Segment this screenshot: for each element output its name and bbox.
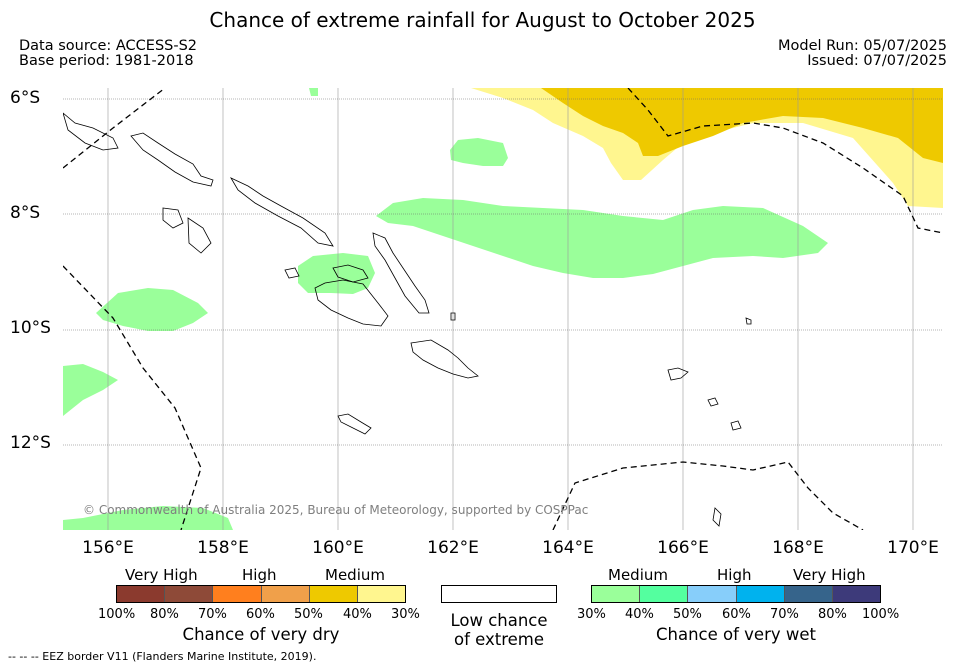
wet-swatch-1 — [592, 586, 641, 602]
low-chance-line1: Low chance — [450, 611, 548, 630]
low-chance-swatch — [441, 585, 557, 603]
dry-medium-region — [541, 88, 943, 163]
wet-tick-100: 100% — [862, 607, 900, 622]
map-grid — [107, 88, 914, 530]
wet-cat-very-high: Very High — [793, 566, 866, 584]
island-rennell — [337, 413, 372, 435]
lat-label-10s: 10°S — [10, 318, 51, 338]
wet-cat-high: High — [717, 566, 752, 584]
island-ontong — [745, 317, 752, 325]
dry-swatch-5 — [309, 586, 358, 602]
island-new-ireland — [63, 112, 119, 151]
wet-swatch-2 — [640, 586, 689, 602]
map-grid-lat — [63, 98, 943, 446]
dry-tick-30: 30% — [391, 607, 420, 622]
lat-label-6s: 6°S — [10, 88, 41, 108]
island-makira — [410, 339, 479, 379]
data-source-info: Data source: ACCESS-S2 Base period: 1981… — [19, 39, 197, 69]
chart-title: Chance of extreme rainfall for August to… — [209, 8, 756, 32]
island-malaita — [372, 232, 430, 314]
lon-label-162e: 162°E — [427, 538, 479, 558]
coastlines — [63, 112, 752, 527]
wet-region-west — [96, 288, 208, 331]
lon-label-168e: 168°E — [772, 538, 824, 558]
dry-swatch-1 — [117, 586, 166, 602]
dry-swatch-2 — [165, 586, 214, 602]
dry-swatch-4 — [261, 586, 310, 602]
lat-label-12s: 12°S — [10, 433, 51, 453]
lon-label-164e: 164°E — [542, 538, 594, 558]
copyright-notice: © Commonwealth of Australia 2025, Bureau… — [83, 503, 589, 517]
island-tikopia — [712, 507, 722, 527]
low-chance-line2: of extreme — [453, 630, 545, 649]
eez-borders — [63, 88, 943, 530]
island-sikaiana — [450, 312, 456, 321]
dry-tick-60: 60% — [246, 607, 275, 622]
dry-tick-100: 100% — [98, 607, 136, 622]
island-bougainville — [130, 132, 214, 187]
dry-swatch-3 — [213, 586, 262, 602]
island-russell — [284, 267, 300, 279]
lon-label-170e: 170°E — [887, 538, 939, 558]
dry-tick-40: 40% — [343, 607, 372, 622]
model-run: Model Run: 05/07/2025 — [777, 38, 947, 54]
wet-region-south — [63, 506, 233, 530]
wet-tick-30: 30% — [577, 607, 606, 622]
wet-region-north-speck — [309, 88, 318, 96]
dry-swatch-6 — [357, 586, 406, 602]
wet-swatch-4 — [736, 586, 785, 602]
lon-label-160e: 160°E — [312, 538, 364, 558]
wet-tick-80: 80% — [818, 607, 847, 622]
wet-region-southwest — [63, 364, 118, 416]
wet-colorbar — [591, 585, 881, 603]
wet-swatch-3 — [688, 586, 737, 602]
wet-legend-title: Chance of very wet — [656, 625, 816, 644]
wet-region-north — [450, 138, 508, 166]
eez-footnote: -- -- -- EEZ border V11 (Flanders Marine… — [8, 650, 317, 663]
lon-label-166e: 166°E — [657, 538, 709, 558]
low-chance-label: Low chance of extreme — [421, 611, 577, 649]
lat-label-8s: 8°S — [10, 203, 41, 223]
lon-label-158e: 158°E — [197, 538, 249, 558]
map-svg — [63, 88, 943, 530]
wet-tick-70: 70% — [770, 607, 799, 622]
wet-tick-60: 60% — [722, 607, 751, 622]
dry-cat-high: High — [242, 566, 277, 584]
island-isabel — [187, 217, 212, 254]
wet-swatch-5 — [784, 586, 833, 602]
island-choiseul — [230, 177, 334, 247]
wet-swatch-6 — [832, 586, 881, 602]
island-utupua — [707, 397, 719, 407]
issued-date: Issued: 07/07/2025 — [807, 53, 947, 69]
model-run-info: Model Run: 05/07/2025 Issued: 07/07/2025 — [778, 39, 947, 69]
wet-region-central — [376, 198, 828, 278]
base-period: Base period: 1981-2018 — [19, 53, 194, 69]
wet-tick-40: 40% — [625, 607, 654, 622]
dry-colorbar — [116, 585, 406, 603]
dry-tick-50: 50% — [294, 607, 323, 622]
wet-cat-medium: Medium — [608, 566, 668, 584]
island-florida — [332, 264, 369, 283]
island-new-georgia — [162, 207, 184, 229]
dry-tick-80: 80% — [150, 607, 179, 622]
island-vanikoro — [730, 420, 742, 431]
dry-legend-title: Chance of very dry — [182, 625, 340, 644]
rainfall-map[interactable] — [63, 88, 943, 530]
island-guadalcanal — [314, 279, 389, 327]
dry-cat-medium: Medium — [325, 566, 385, 584]
island-santa-cruz — [667, 367, 689, 381]
lon-label-156e: 156°E — [82, 538, 134, 558]
dry-cat-very-high: Very High — [125, 566, 198, 584]
wet-tick-50: 50% — [673, 607, 702, 622]
data-source: Data source: ACCESS-S2 — [19, 38, 198, 54]
dry-tick-70: 70% — [198, 607, 227, 622]
